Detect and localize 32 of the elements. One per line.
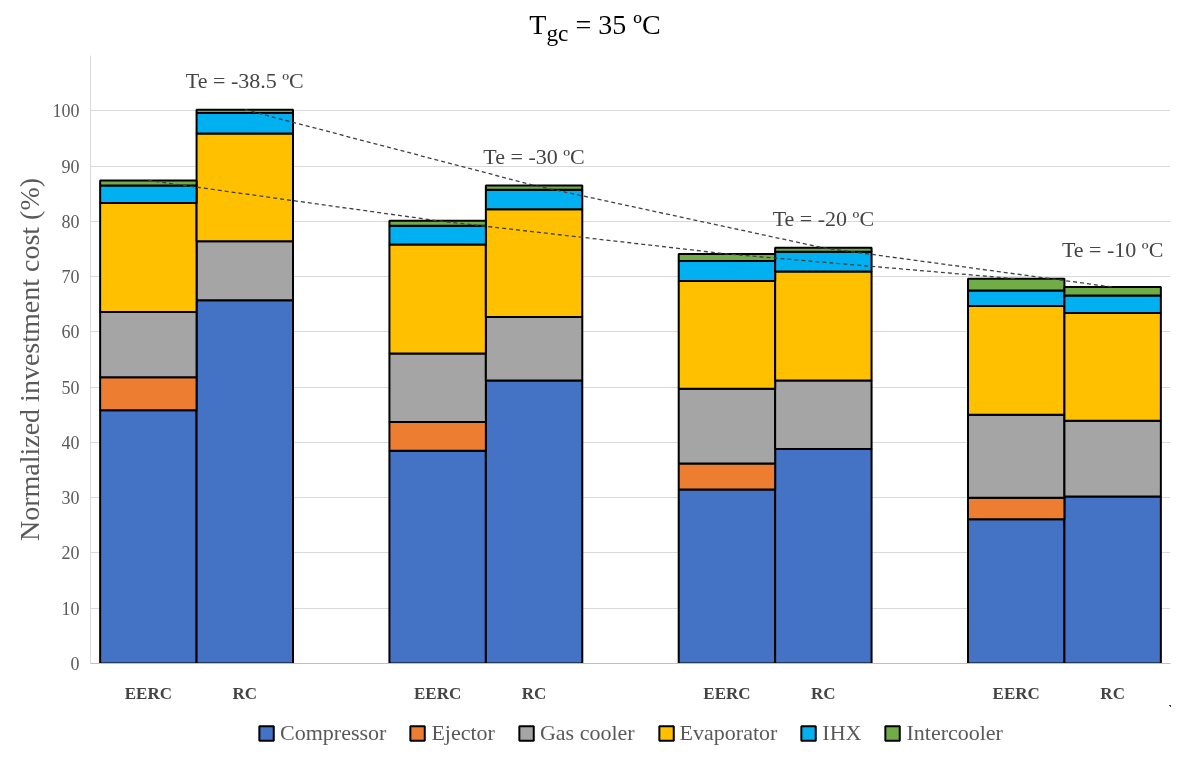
x-tick-label: EERC xyxy=(992,683,1040,703)
legend-label: IHX xyxy=(822,719,862,746)
y-tick-label: 90 xyxy=(61,156,80,177)
legend-label: Ejector xyxy=(431,719,495,746)
y-tick-label: 40 xyxy=(61,432,80,453)
x-tick-label: RC xyxy=(811,683,836,703)
annotation: Te = -38.5 ºC xyxy=(185,68,304,94)
y-tick-label: 80 xyxy=(61,211,80,232)
y-tick-label: 70 xyxy=(61,267,80,288)
y-tick-label: 60 xyxy=(61,322,80,343)
annotation: Te = -20 ºC xyxy=(772,206,875,232)
legend-label: Compressor xyxy=(280,719,387,746)
x-tick-label: EERC xyxy=(414,683,462,703)
x-tick-label: EERC xyxy=(124,683,172,703)
y-tick-label: 30 xyxy=(61,488,80,509)
x-tick-label: RC xyxy=(232,683,258,703)
x-tick-label: EERC xyxy=(703,683,751,703)
legend-label: Gas cooler xyxy=(539,719,635,746)
y-tick-label: 20 xyxy=(61,543,80,564)
legend-label: Intercooler xyxy=(906,719,1003,746)
y-tick-label: 50 xyxy=(61,377,80,398)
x-tick-label: RC xyxy=(521,683,547,703)
y-tick-label: 0 xyxy=(70,654,80,674)
chart-title: T$_{gc}$ = 35 ºC xyxy=(529,8,661,48)
annotation: Te = -30 ºC xyxy=(483,143,585,169)
y-axis-title: Normalized investment cost (%) xyxy=(13,177,45,542)
y-tick-label: 100 xyxy=(52,101,80,122)
y-tick-label: 10 xyxy=(61,598,80,619)
line-series xyxy=(147,179,1017,280)
x-tick-label: RC xyxy=(1100,683,1125,703)
annotation: Te = -10 ºC xyxy=(1061,237,1164,263)
legend-label: Evaporator xyxy=(679,719,778,746)
